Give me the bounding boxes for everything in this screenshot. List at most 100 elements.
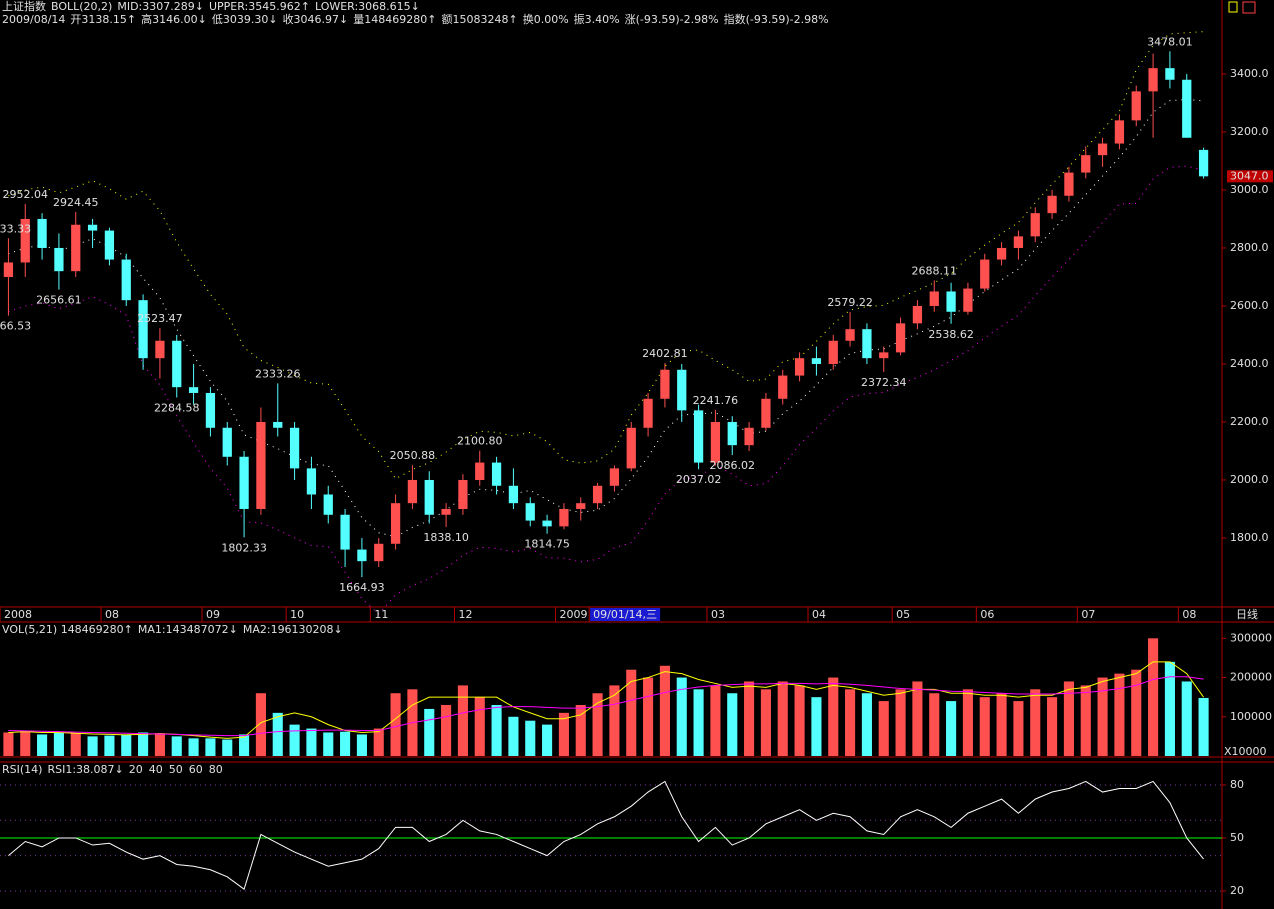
header-item: MA2:196130208↓ [243,623,343,636]
candle-body [845,329,855,341]
candle-body [895,323,906,353]
y-tick-label: 2200.0 [1230,415,1269,428]
candle-body [643,398,653,428]
y-tick-label: 200000 [1230,671,1272,684]
volume-bar [255,693,266,756]
volume-bar [104,735,115,756]
candle-body [929,291,939,306]
x-tick-label: 08 [105,608,119,621]
volume-bar [946,701,957,756]
candle-body [677,369,687,411]
line [8,31,1204,480]
volume-bar [441,705,452,756]
volume-bar [1080,685,1091,756]
volume-bar [1198,697,1209,756]
volume-bar [878,701,889,756]
x-tick-label: 05 [896,608,910,621]
candle-body [559,508,569,527]
candle-body [306,468,317,495]
volume-bar [1114,673,1125,756]
x-tick-label: 2009 [560,608,588,621]
volume-bar [760,689,771,756]
y-tick-label: 20 [1230,884,1244,897]
volume-bar [121,734,132,756]
candle-body [693,410,704,463]
volume-bar [188,738,199,756]
volume-bar [525,720,536,756]
volume-bar [895,689,906,756]
candle-body [222,427,232,457]
header-item: LOWER:3068.615↓ [315,0,420,13]
y-tick-label: 3000.0 [1230,183,1269,196]
candle-body [340,514,350,550]
candle-body [778,375,788,399]
volume-bar [592,693,603,756]
volume-bar [1181,681,1192,756]
header-item: 上证指数 [2,0,46,13]
extreme-label: 2833.33 [0,222,31,235]
volume-bar [727,693,738,756]
x-tick-label: 11 [374,608,388,621]
volume-bar [37,734,48,756]
candle-body [239,456,249,509]
volume-bar [962,689,973,756]
volume-bar [171,736,182,756]
icon[interactable] [1242,1,1256,14]
y-tick-label: 80 [1230,778,1244,791]
volume-bar [1097,677,1108,756]
level-label: 40 [149,763,163,776]
candle-body [862,329,872,359]
extreme-label: 1802.33 [221,541,267,554]
y-tick-label: 50 [1230,831,1244,844]
candle-body [273,421,283,428]
candle-body [54,247,64,272]
icon[interactable] [1228,1,1238,13]
header-item: VOL(5,21) 148469280↑ [2,623,133,636]
volume-bar [356,734,367,756]
extreme-label: 2523.47 [137,312,183,325]
volume-bar [1164,661,1175,756]
candle-body [491,462,502,486]
volume-bar [676,677,687,756]
x-tick-label: 09/01/14,三 [593,608,657,621]
candle-body [71,224,81,272]
candle-body [592,485,603,504]
volume-bar [239,734,250,756]
volume-bar [1131,669,1142,756]
candle-body [441,508,451,515]
volume-bar [373,728,384,756]
header-item: 高3146.00↓ [141,12,207,26]
volume-bar [457,685,468,756]
y-tick-label: 2400.0 [1230,357,1269,370]
header-item: 换0.00% [523,12,569,26]
candle-body [1198,149,1209,177]
candle-body [20,218,30,263]
header-item: 涨(-93.59)-2.98% [625,13,719,26]
volume-bar [912,681,923,756]
extreme-label: 2037.02 [676,473,722,486]
x-tick-label: 07 [1081,608,1095,621]
volume-bar [154,733,165,756]
volume-bar [558,712,569,756]
header-item: 指数(-93.59)-2.98% [724,12,829,26]
extreme-label: 2579.22 [827,296,873,309]
header-item: UPPER:3545.962↑ [209,0,310,13]
extreme-label: 2538.62 [928,328,974,341]
candle-body [407,479,418,504]
candle-body [374,543,384,562]
extreme-label: 2241.76 [693,394,739,407]
candle-body [1081,155,1091,173]
candle-body [963,288,973,312]
volume-bar [323,732,334,756]
candle-body [576,503,586,509]
header-item: 收3046.97↓ [283,12,349,26]
candle-body [475,462,485,480]
candle-body [980,259,990,289]
volume-bar [272,712,283,756]
candle-body [1013,236,1024,248]
y-tick-label: 100000 [1230,710,1272,723]
candle-body [155,340,165,359]
line [8,98,1204,538]
volume-bar [424,708,435,756]
